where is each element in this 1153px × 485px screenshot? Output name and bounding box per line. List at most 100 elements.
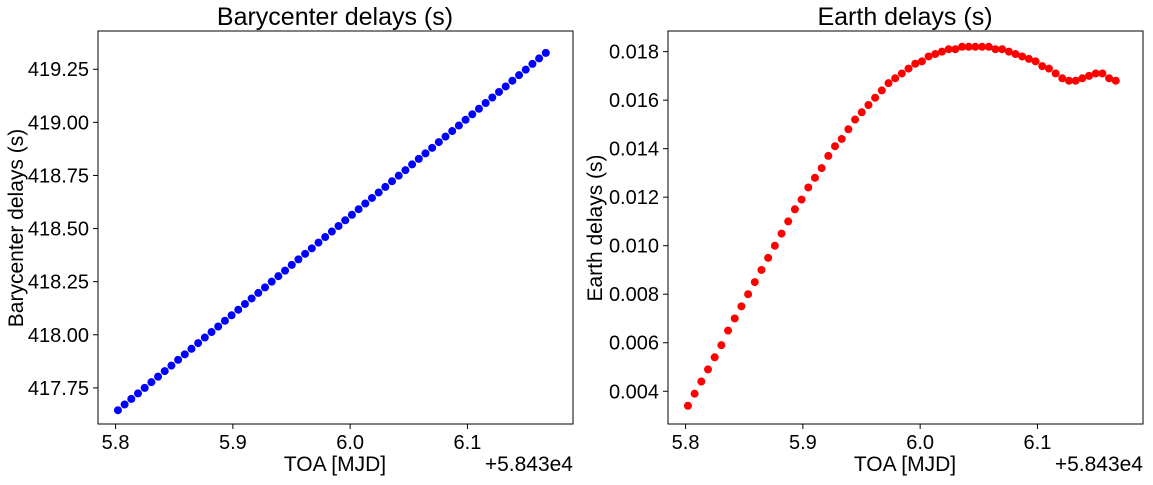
data-point (978, 42, 987, 51)
data-point (757, 265, 766, 274)
data-point (1038, 62, 1047, 71)
data-point (1051, 69, 1060, 78)
x-tick-label: 5.9 (789, 432, 817, 454)
x-offset-label: +5.843e4 (485, 453, 573, 476)
y-axis-label: Barycenter delays (s) (5, 129, 28, 327)
data-point (227, 311, 236, 320)
data-point (120, 400, 129, 409)
y-tick-label: 0.012 (609, 187, 659, 209)
data-point (991, 45, 1000, 54)
data-point (1024, 54, 1033, 63)
x-axis-label: TOA [MJD] (854, 453, 956, 476)
data-point (214, 322, 223, 331)
data-point (944, 45, 953, 54)
data-point (434, 138, 443, 147)
y-tick-label: 417.75 (28, 378, 89, 400)
data-point (764, 253, 773, 262)
data-point (790, 205, 799, 214)
data-point (414, 154, 423, 163)
y-tick-label: 0.004 (609, 381, 659, 403)
data-point (408, 160, 417, 169)
y-tick-label: 0.006 (609, 333, 659, 355)
data-point (461, 115, 470, 124)
data-point (951, 45, 960, 54)
data-point (1044, 64, 1053, 73)
data-point (494, 87, 503, 96)
data-point (388, 177, 397, 186)
y-tick-label: 418.25 (28, 272, 89, 294)
data-point (1105, 74, 1114, 83)
data-point (294, 255, 303, 264)
data-point (877, 86, 886, 95)
data-point (154, 372, 163, 381)
y-tick-label: 419.25 (28, 59, 89, 81)
data-point (958, 42, 967, 51)
data-point (904, 64, 913, 73)
data-point (140, 383, 149, 392)
y-tick-label: 0.008 (609, 284, 659, 306)
earth-delays-panel: Earth delays (s) Earth delays (s) TOA [M… (584, 3, 1144, 476)
data-point (488, 93, 497, 102)
data-point (864, 100, 873, 109)
data-point (1085, 71, 1094, 80)
data-point (207, 328, 216, 337)
data-point (931, 50, 940, 59)
data-point (984, 42, 993, 51)
data-point (844, 125, 853, 134)
data-point (1011, 50, 1020, 59)
y-tick-label: 0.018 (609, 42, 659, 64)
data-point (234, 305, 243, 314)
data-point (810, 173, 819, 182)
data-point (501, 82, 510, 91)
data-point (374, 188, 383, 197)
x-tick-label: 6.1 (1024, 432, 1052, 454)
data-point (697, 377, 706, 386)
y-tick-label: 0.014 (609, 139, 659, 161)
data-point (744, 290, 753, 299)
x-axis-label: TOA [MJD] (284, 453, 386, 476)
data-point (998, 45, 1007, 54)
data-point (287, 260, 296, 269)
data-point (321, 233, 330, 242)
data-point (401, 166, 410, 175)
chart-title: Barycenter delays (s) (217, 3, 453, 31)
data-point (314, 238, 323, 247)
plot-frame (97, 30, 574, 425)
data-point (911, 59, 920, 68)
data-point (1111, 76, 1120, 85)
data-point (133, 389, 142, 398)
data-point (167, 361, 176, 370)
data-point (831, 142, 840, 151)
data-point (468, 110, 477, 119)
data-point (541, 48, 550, 57)
data-point (147, 378, 156, 387)
y-tick-label: 418.00 (28, 325, 89, 347)
x-offset-label: +5.843e4 (1055, 453, 1143, 476)
data-point (1091, 69, 1100, 78)
data-point (730, 314, 739, 323)
data-point (341, 216, 350, 225)
data-point (703, 365, 712, 374)
data-point (964, 42, 973, 51)
data-point (804, 183, 813, 192)
plot-frame (667, 30, 1144, 425)
data-point (247, 294, 256, 303)
x-tick-label: 5.8 (672, 432, 700, 454)
data-point (441, 132, 450, 141)
data-point (1098, 69, 1107, 78)
data-point (347, 210, 356, 219)
data-point (481, 99, 490, 108)
data-point (307, 244, 316, 253)
data-point (897, 69, 906, 78)
data-point (367, 193, 376, 202)
data-point (724, 326, 733, 335)
data-point (261, 283, 270, 292)
x-tick-label: 6.1 (454, 432, 482, 454)
data-point (301, 249, 310, 258)
data-point (871, 93, 880, 102)
data-point (394, 171, 403, 180)
data-point (717, 341, 726, 350)
data-point (381, 182, 390, 191)
data-point (857, 108, 866, 117)
x-tick-label: 6.0 (336, 432, 364, 454)
